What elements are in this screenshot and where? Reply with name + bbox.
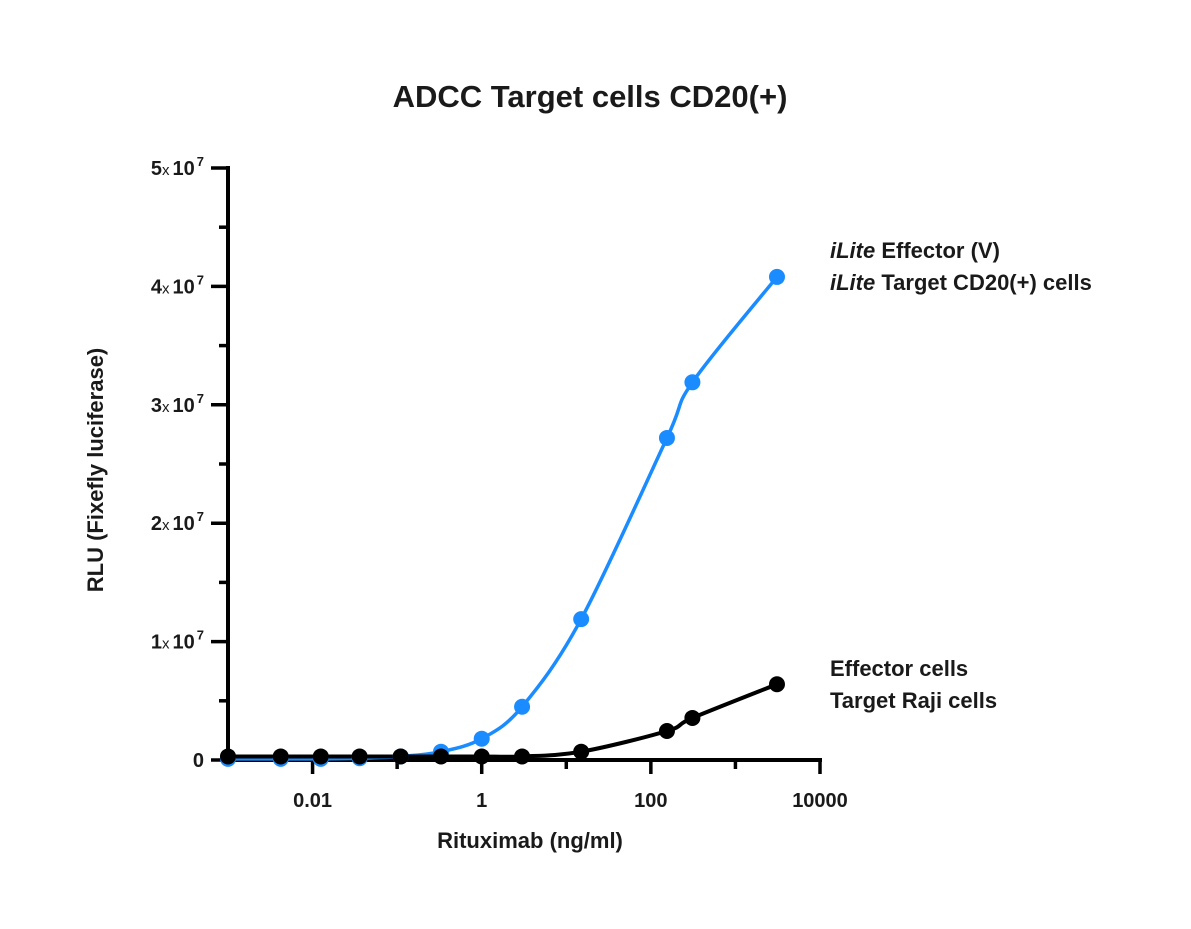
legend-label-series-1: iLite Target CD20(+) cells	[830, 270, 1092, 295]
x-axis-label: Rituximab (ng/ml)	[437, 828, 623, 853]
y-tick-label: 4x 10 7	[151, 272, 204, 298]
chart-title: ADCC Target cells CD20(+)	[393, 79, 788, 114]
data-point-series-2	[220, 748, 236, 765]
points	[220, 268, 785, 767]
data-point-series-2	[573, 743, 590, 760]
data-point-series-1	[573, 611, 590, 628]
legend-label-series-2: Target Raji cells	[830, 688, 997, 713]
x-tick-label: 10000	[792, 790, 848, 812]
data-point-series-2	[312, 748, 329, 765]
y-axis-label: RLU (Fixefly luciferase)	[83, 348, 108, 593]
data-point-series-2	[658, 722, 675, 739]
data-point-series-2	[272, 748, 289, 765]
data-point-series-1	[768, 268, 785, 285]
data-point-series-1	[514, 698, 531, 715]
series-curve-1	[228, 275, 779, 761]
x-tick-label: 0.01	[293, 790, 332, 812]
axes: 0.01 1 100 10000 0 1x 10 7 2x 10 7 3x 10 7 4x 10 7 5x 10 7	[151, 154, 848, 812]
x-tick-label: 100	[634, 790, 667, 812]
legend: iLite Effector (V) iLite Target CD20(+) c…	[830, 238, 1092, 713]
data-point-series-2	[351, 748, 368, 765]
y-tick-label: 2x 10 7	[151, 509, 204, 535]
y-tick-label: 0	[193, 750, 204, 772]
data-point-series-2	[473, 748, 490, 765]
data-point-series-2	[392, 748, 409, 765]
data-point-series-2	[432, 748, 449, 765]
x-tick-label: 1	[476, 790, 487, 812]
y-tick-label: 3x 10 7	[151, 391, 204, 417]
data-point-series-1	[684, 374, 701, 391]
data-point-series-1	[658, 429, 675, 446]
curves	[228, 275, 779, 761]
data-point-series-2	[684, 709, 701, 726]
legend-label-series-1: iLite Effector (V)	[830, 238, 1000, 263]
data-point-series-2	[514, 748, 531, 765]
legend-label-series-2: Effector cells	[830, 656, 968, 681]
y-tick-label: 1x 10 7	[151, 628, 204, 654]
data-point-series-2	[768, 676, 785, 693]
data-point-series-1	[473, 730, 490, 747]
y-tick-label: 5x 10 7	[151, 154, 204, 180]
